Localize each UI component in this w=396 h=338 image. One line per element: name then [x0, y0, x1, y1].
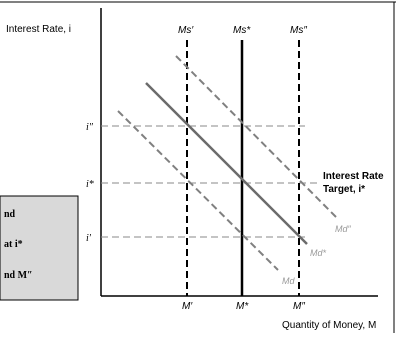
x-tick-high: M″: [293, 301, 305, 312]
target-label-line2: Target, i*: [323, 184, 365, 195]
x-axis-label: Quantity of Money, M: [282, 320, 376, 331]
y-tick-i-star: i*: [86, 179, 94, 190]
overlay-line-3: nd M″: [4, 270, 33, 281]
demand-line-high: [175, 55, 338, 219]
y-tick-i-high: i″: [86, 122, 94, 133]
supply-label-target: Ms*: [233, 25, 251, 36]
overlay-line-2: at i*: [4, 239, 23, 250]
supply-label-low: Ms′: [178, 25, 194, 36]
supply-label-high: Ms″: [290, 25, 307, 36]
target-label-line1: Interest Rate: [323, 171, 384, 182]
demand-label-low: Md: [282, 276, 295, 286]
y-tick-i-low: i′: [86, 233, 92, 244]
demand-label-target: Md*: [310, 248, 327, 258]
x-tick-low: M′: [182, 301, 193, 312]
x-tick-target: M*: [236, 301, 249, 312]
overlay-caption-box: nd at i* nd M″: [0, 195, 79, 301]
demand-label-high: Md″: [335, 224, 352, 234]
overlay-line-1: nd: [4, 209, 16, 220]
demand-line-target: [145, 82, 308, 245]
demand-line-low: [117, 110, 279, 271]
y-axis-label: Interest Rate, i: [6, 24, 71, 35]
